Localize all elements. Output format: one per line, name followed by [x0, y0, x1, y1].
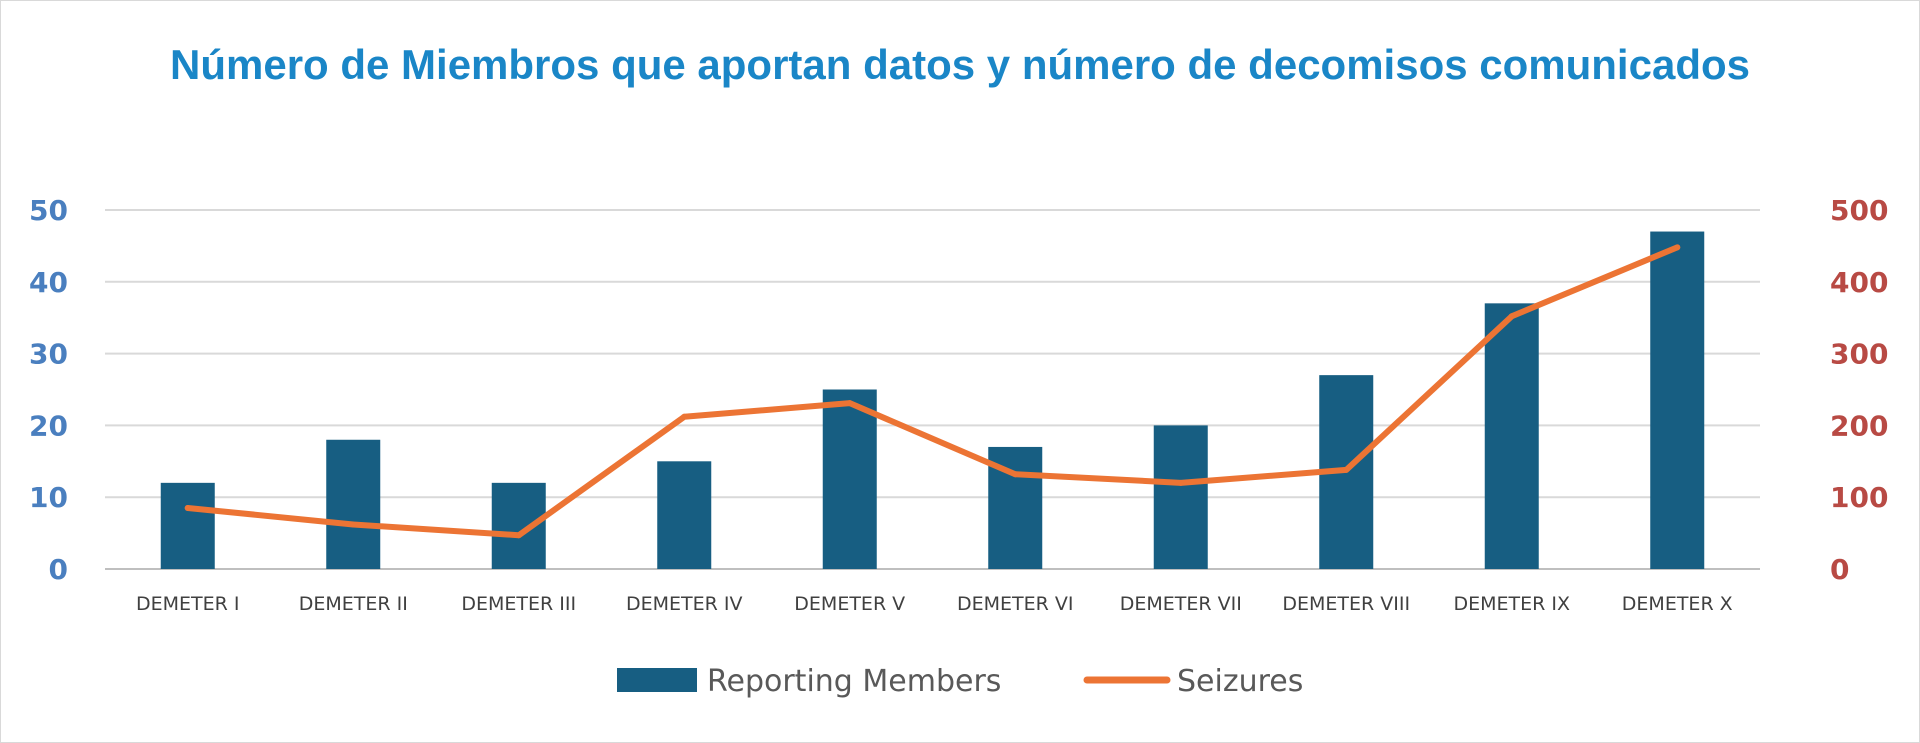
- y-left-tick-label: 50: [29, 194, 68, 227]
- x-tick-label: DEMETER III: [461, 593, 576, 615]
- bar: [657, 461, 712, 569]
- x-tick-label: DEMETER X: [1622, 593, 1733, 615]
- legend-label: Seizures: [1177, 664, 1303, 699]
- legend-swatch-bar: [617, 668, 697, 692]
- y-left-tick-label: 10: [29, 481, 68, 514]
- x-tick-label: DEMETER VIII: [1282, 593, 1410, 615]
- y-left-tick-label: 20: [29, 409, 68, 442]
- line-point: [1012, 471, 1019, 478]
- y-right-tick-label: 500: [1830, 194, 1888, 227]
- gridlines: [105, 209, 1760, 570]
- x-tick-label: DEMETER I: [136, 593, 240, 615]
- bar: [1650, 231, 1705, 570]
- bar: [1484, 303, 1539, 569]
- x-tick-label: DEMETER V: [794, 593, 905, 615]
- bar: [491, 482, 546, 569]
- line-point: [846, 400, 853, 407]
- line-point: [1508, 313, 1515, 320]
- y-left-tick-label: 40: [29, 266, 68, 299]
- y-left-tick-label: 30: [29, 338, 68, 371]
- line-point: [184, 504, 191, 511]
- line-point: [1177, 479, 1184, 486]
- line-series: [184, 244, 1681, 539]
- bar: [1153, 425, 1208, 569]
- bar: [326, 439, 381, 569]
- x-tick-label: DEMETER IV: [626, 593, 743, 615]
- y-right-tick-label: 0: [1830, 553, 1849, 586]
- y-right-tick-label: 400: [1830, 266, 1888, 299]
- y-right-tick-label: 100: [1830, 481, 1888, 514]
- legend-label: Reporting Members: [707, 664, 1001, 699]
- bar: [160, 482, 215, 569]
- bar: [822, 389, 877, 569]
- x-tick-label: DEMETER II: [299, 593, 408, 615]
- line-point: [681, 413, 688, 420]
- y-right-tick-label: 300: [1830, 338, 1888, 371]
- y-right-tick-label: 200: [1830, 409, 1888, 442]
- x-tick-label: DEMETER IX: [1453, 593, 1570, 615]
- bar-series: [160, 231, 1705, 570]
- x-tick-label: DEMETER VII: [1120, 593, 1242, 615]
- x-tick-label: DEMETER VI: [957, 593, 1074, 615]
- chart-title: Número de Miembros que aportan datos y n…: [170, 41, 1750, 88]
- line-point: [515, 532, 522, 539]
- legend: Reporting Members Seizures: [617, 664, 1303, 699]
- line-point: [350, 521, 357, 528]
- line-point: [1674, 244, 1681, 251]
- y-left-tick-label: 0: [49, 553, 68, 586]
- seizures-line: [184, 244, 1681, 539]
- line-point: [1343, 466, 1350, 473]
